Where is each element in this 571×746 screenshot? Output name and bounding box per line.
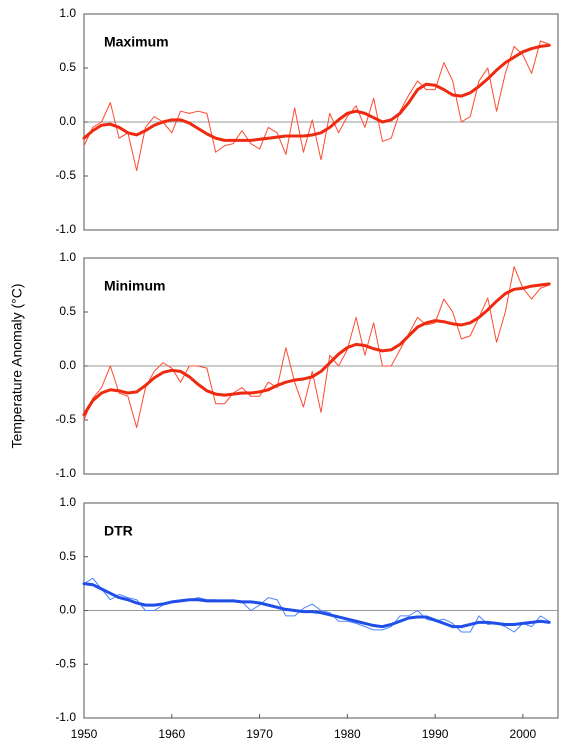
x-tick-label: 1950 — [71, 727, 98, 741]
panel-title: Maximum — [104, 34, 169, 50]
data-line — [83, 40, 550, 172]
x-tick-label: 1980 — [334, 727, 361, 741]
data-line — [83, 266, 550, 429]
x-tick-label: 1960 — [158, 727, 185, 741]
data-line — [82, 582, 551, 629]
y-tick-label: 0.0 — [59, 358, 76, 372]
y-tick-label: -0.5 — [55, 412, 76, 426]
x-tick-label: 1990 — [422, 727, 449, 741]
y-tick-label: 1.0 — [59, 495, 76, 509]
y-tick-label: 0.5 — [59, 304, 76, 318]
y-tick-label: -1.0 — [55, 710, 76, 724]
y-tick-label: -0.5 — [55, 656, 76, 670]
y-tick-label: 0.5 — [59, 549, 76, 563]
y-tick-label: 0.0 — [59, 603, 76, 617]
data-line — [82, 43, 551, 142]
y-tick-label: 0.5 — [59, 60, 76, 74]
y-axis-label: Temperature Anomaly (°C) — [9, 283, 25, 448]
x-tick-label: 2000 — [510, 727, 537, 741]
y-tick-label: 0.0 — [59, 114, 76, 128]
y-tick-label: -1.0 — [55, 466, 76, 480]
y-tick-label: -0.5 — [55, 168, 76, 182]
y-tick-label: -1.0 — [55, 222, 76, 236]
panel-title: DTR — [104, 523, 133, 539]
x-tick-label: 1970 — [246, 727, 273, 741]
y-tick-label: 1.0 — [59, 250, 76, 264]
data-line — [83, 577, 550, 633]
panel-title: Minimum — [104, 278, 165, 294]
data-line — [82, 282, 551, 417]
y-tick-label: 1.0 — [59, 6, 76, 20]
